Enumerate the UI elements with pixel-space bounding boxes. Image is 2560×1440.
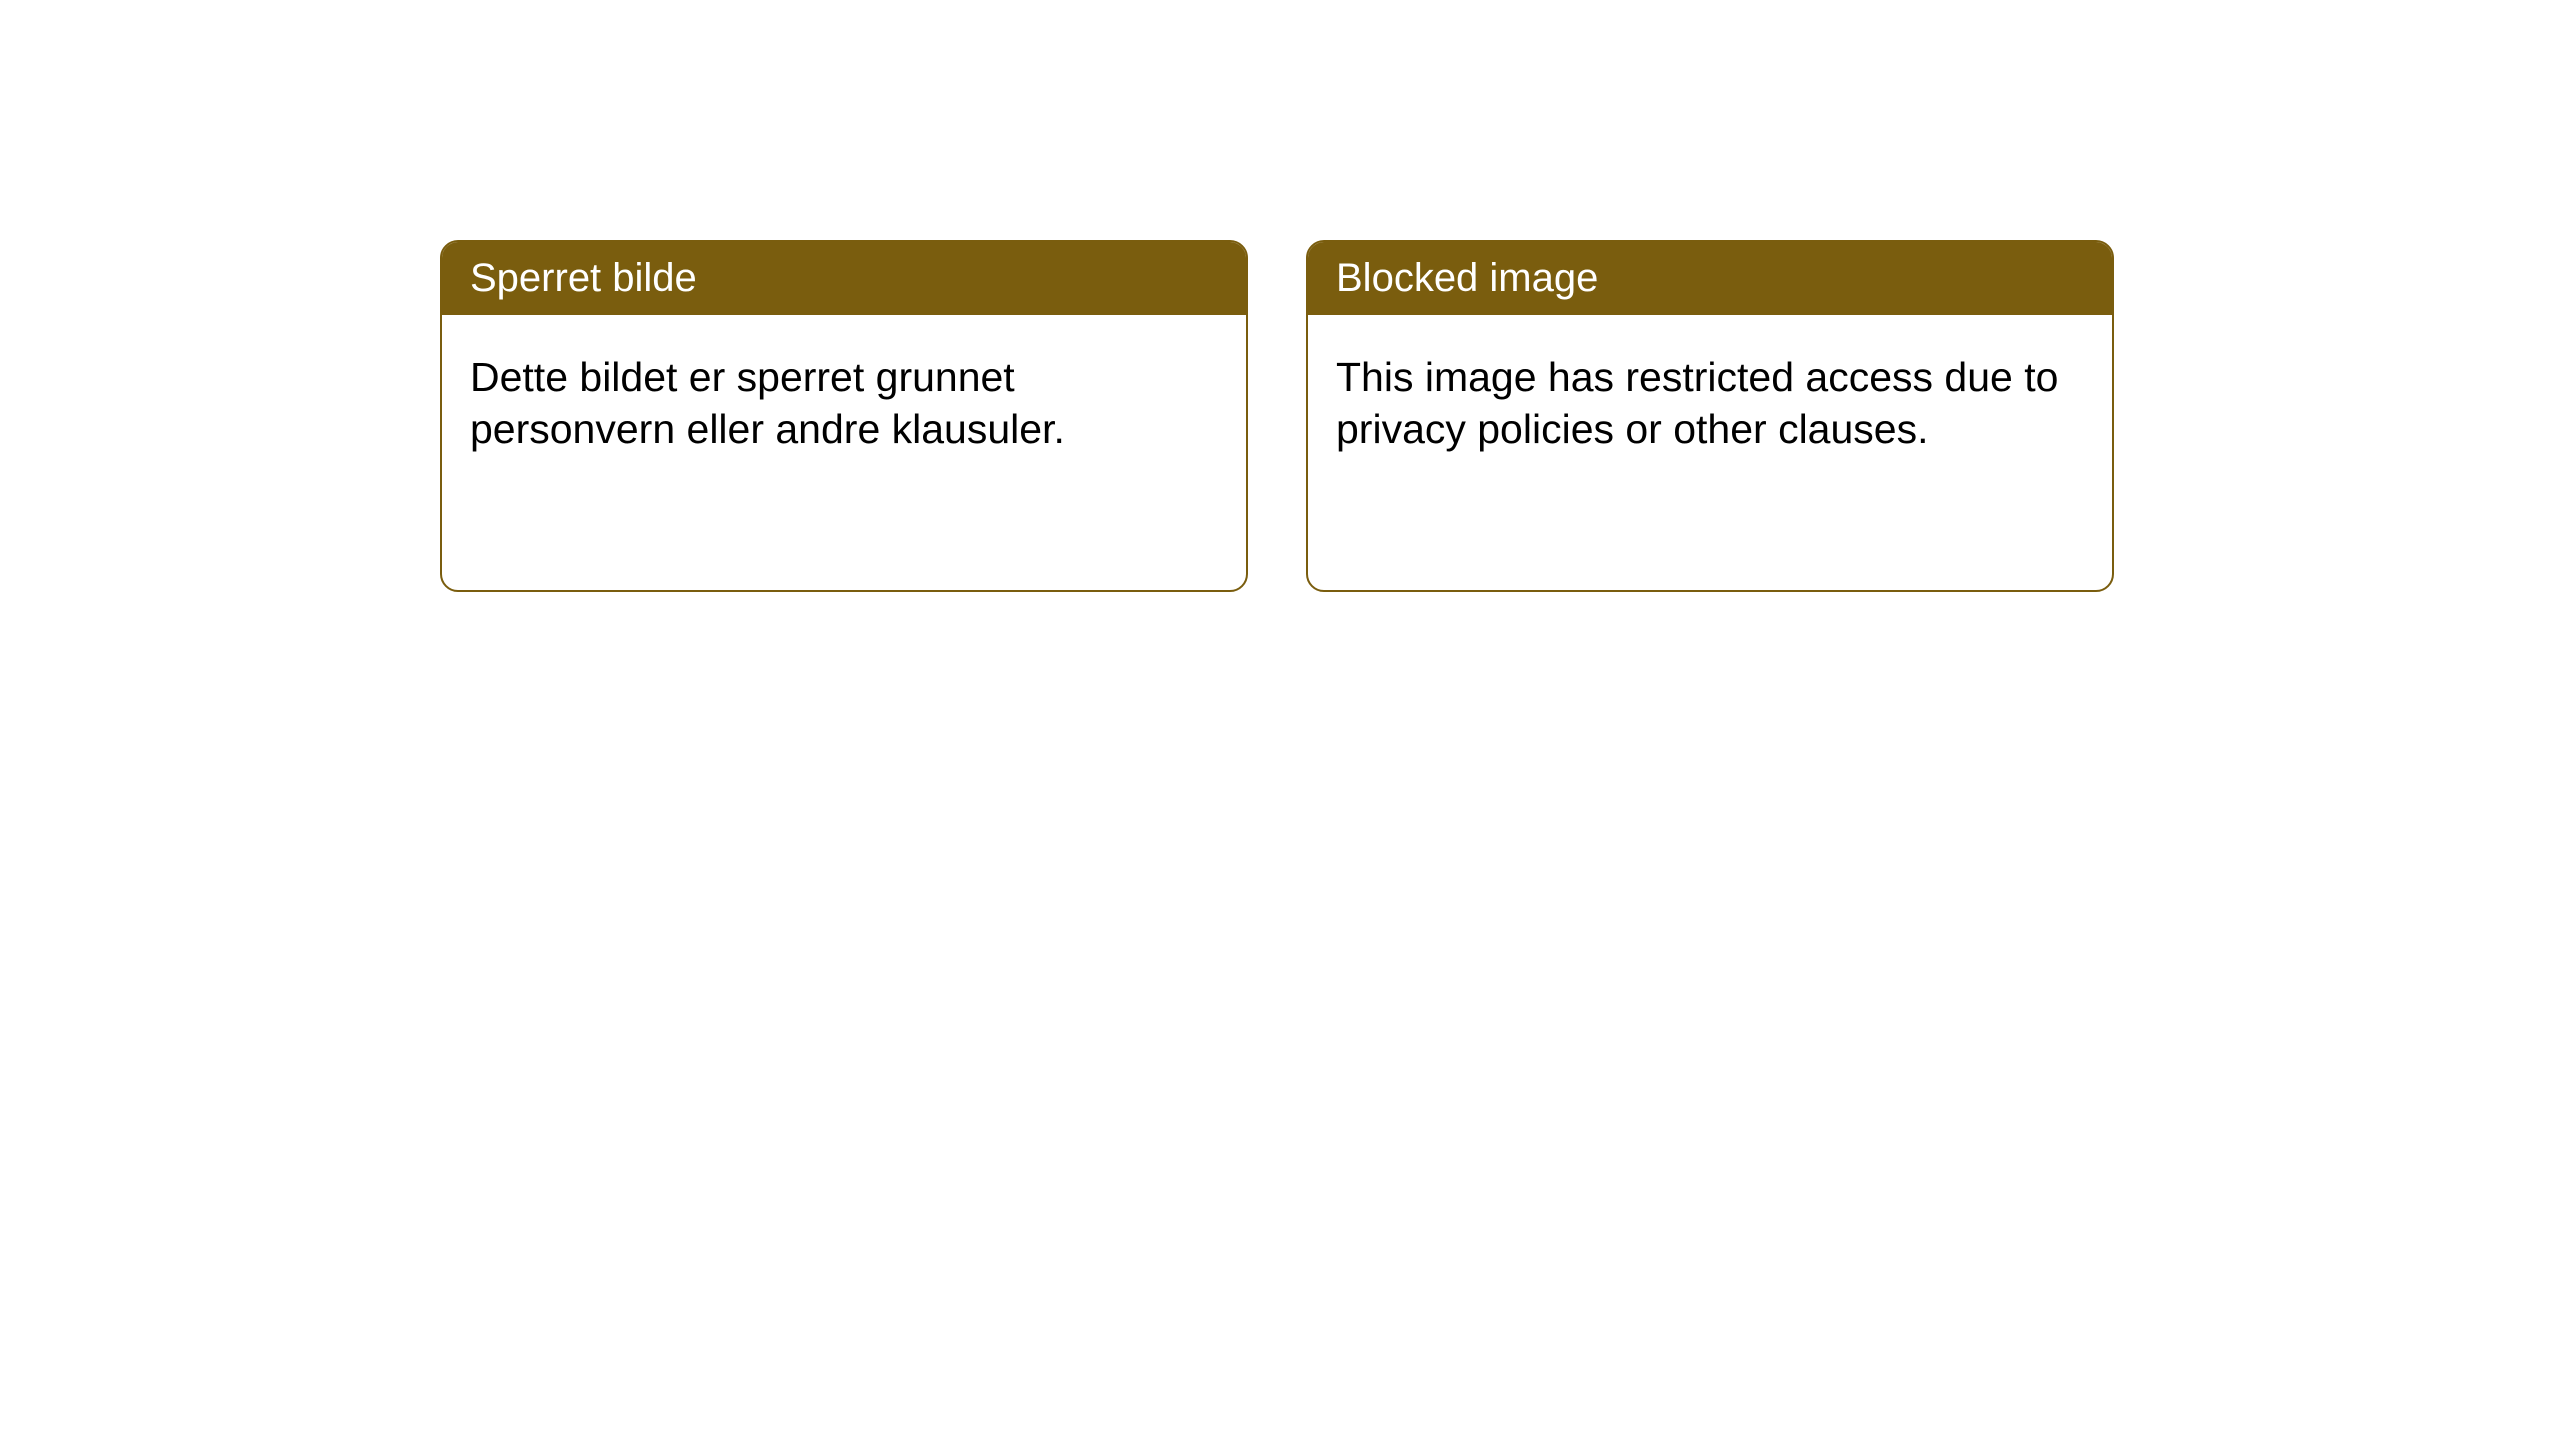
card-body: This image has restricted access due to … [1308, 315, 2112, 590]
card-header: Sperret bilde [442, 242, 1246, 315]
card-body: Dette bildet er sperret grunnet personve… [442, 315, 1246, 590]
card-title: Sperret bilde [470, 256, 697, 300]
card-header: Blocked image [1308, 242, 2112, 315]
card-body-text: This image has restricted access due to … [1336, 354, 2058, 452]
card-body-text: Dette bildet er sperret grunnet personve… [470, 354, 1065, 452]
card-title: Blocked image [1336, 256, 1598, 300]
cards-container: Sperret bilde Dette bildet er sperret gr… [440, 240, 2114, 592]
blocked-image-card-no: Sperret bilde Dette bildet er sperret gr… [440, 240, 1248, 592]
blocked-image-card-en: Blocked image This image has restricted … [1306, 240, 2114, 592]
